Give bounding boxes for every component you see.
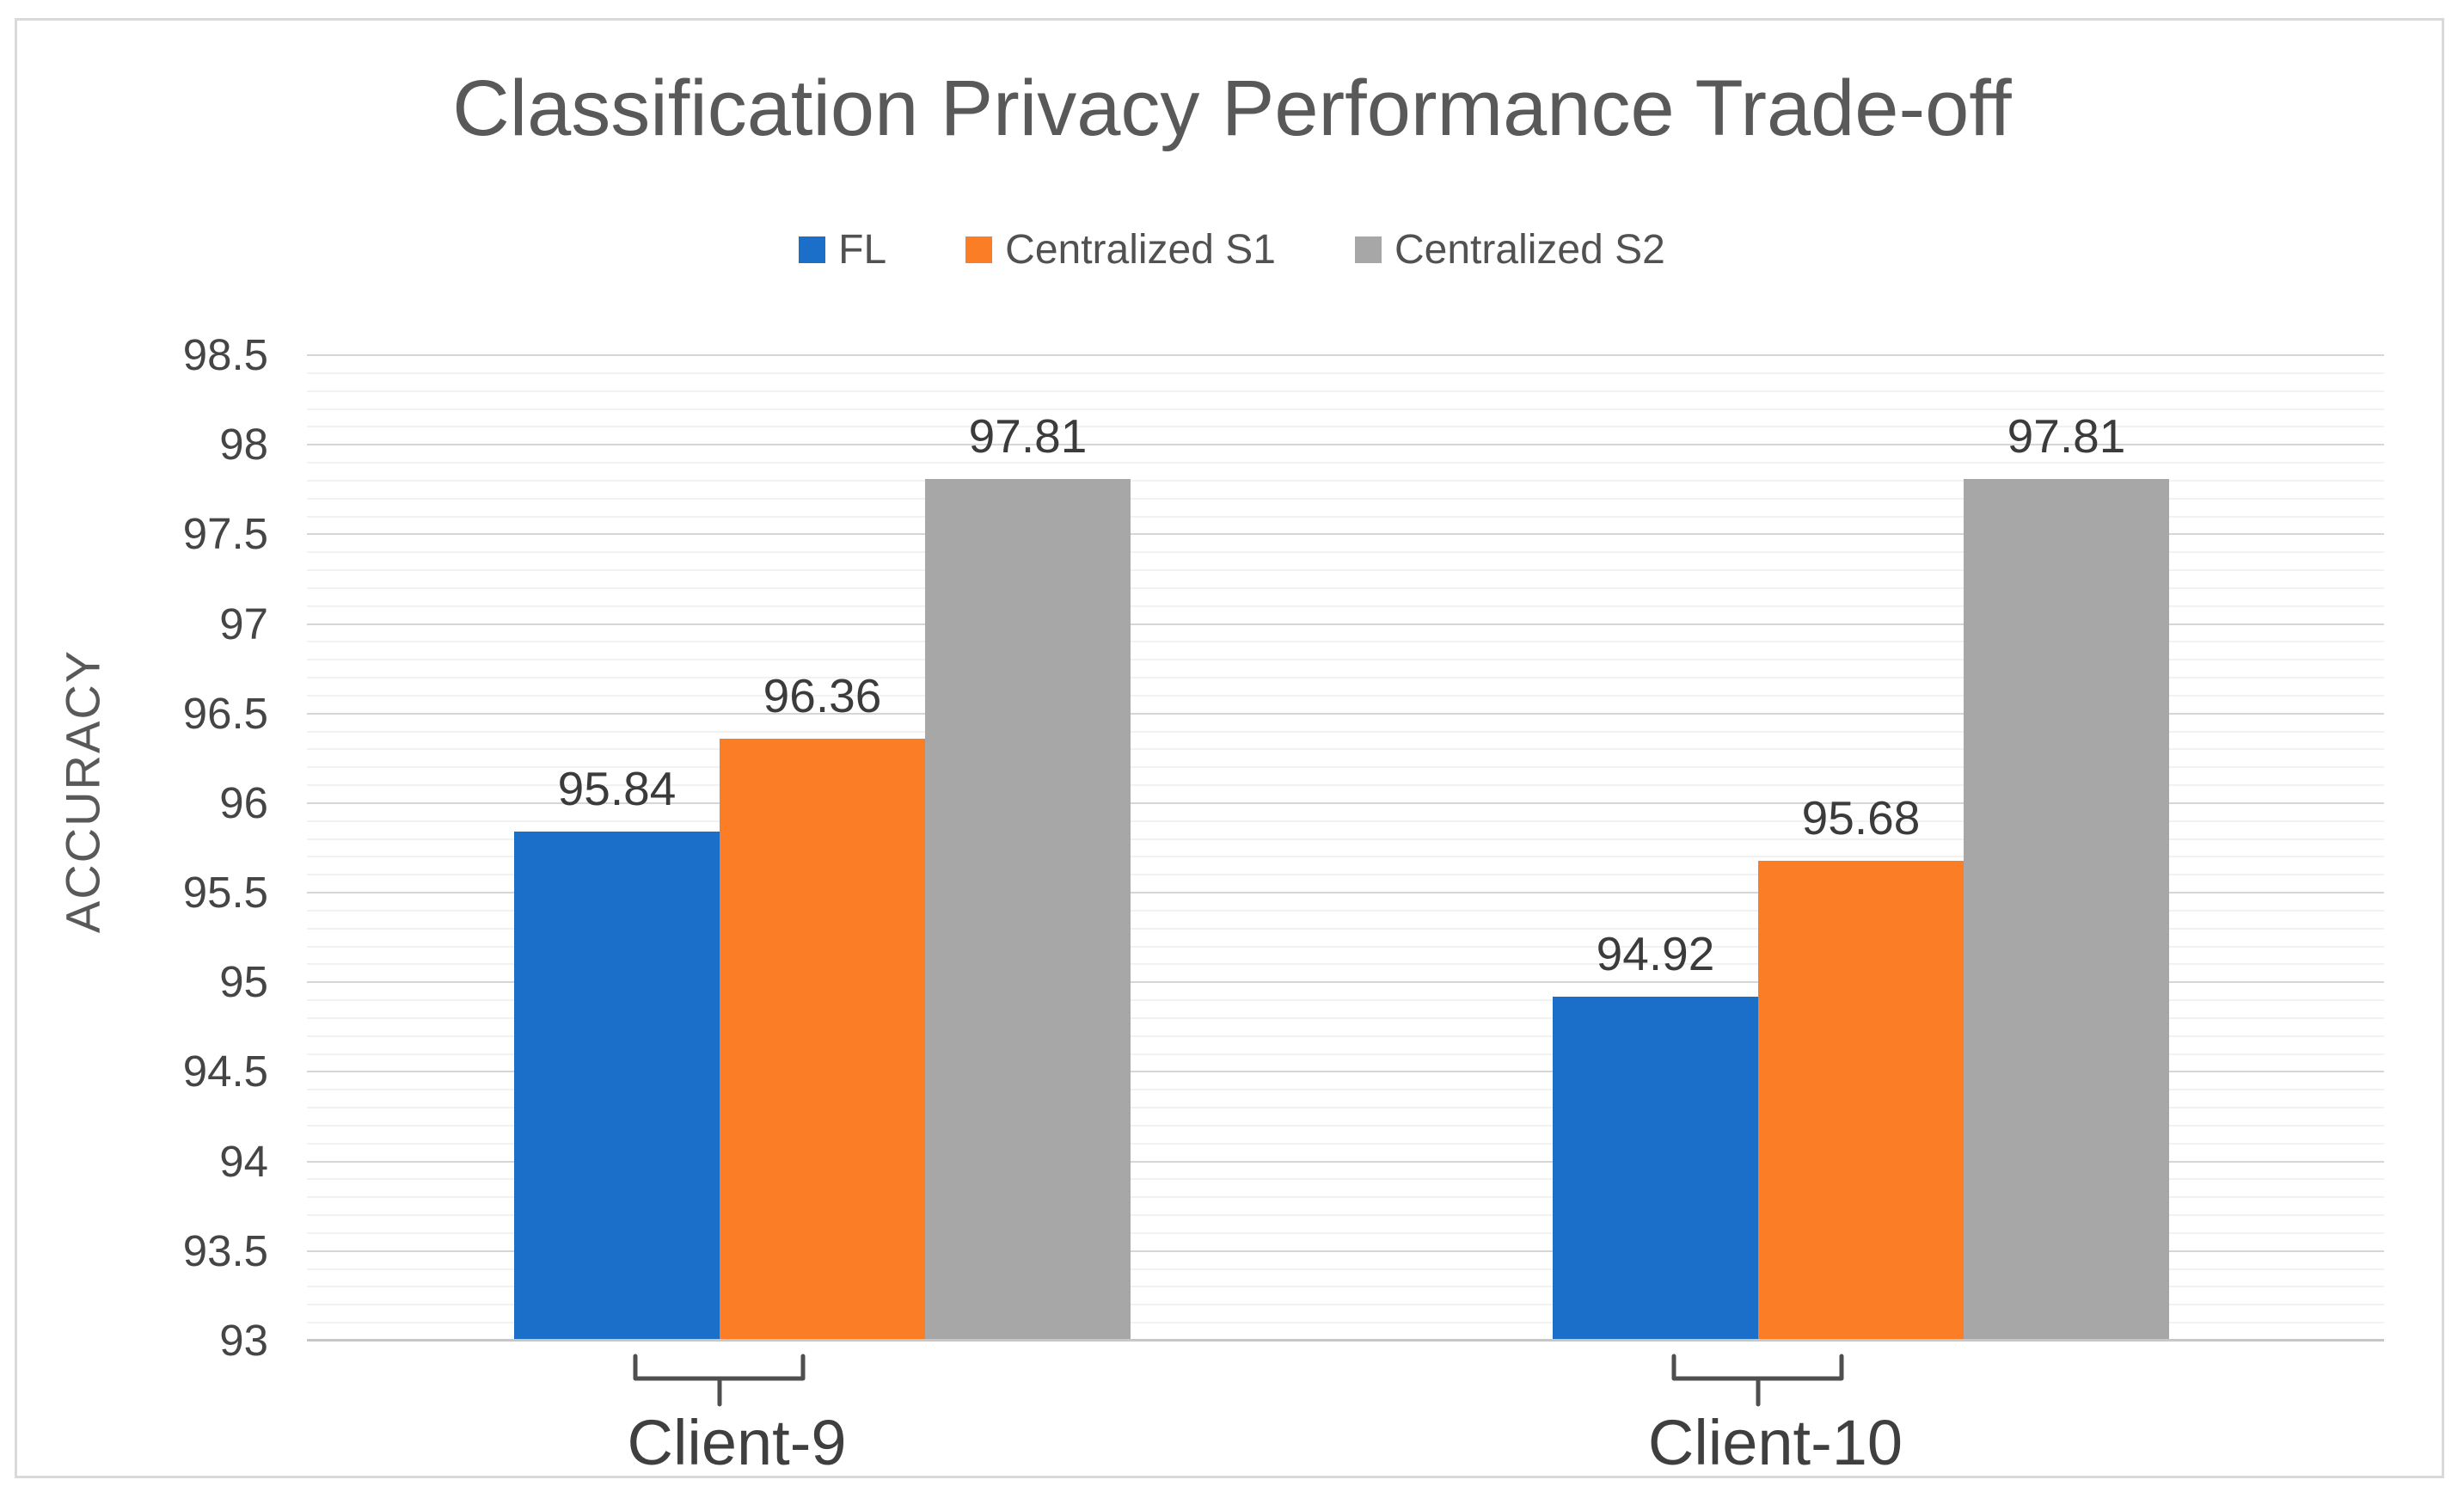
gridline-minor xyxy=(307,784,2384,787)
gridline-minor xyxy=(307,927,2384,930)
gridline-minor xyxy=(307,838,2384,840)
legend-label: FL xyxy=(838,226,887,273)
gridline-minor xyxy=(307,694,2384,697)
category-label-client-10: Client-10 xyxy=(1647,1407,1903,1478)
gridline-minor xyxy=(307,1322,2384,1324)
legend-label: Centralized S2 xyxy=(1394,226,1665,273)
gridline-minor xyxy=(307,1053,2384,1055)
value-label-centralized-s2-client-9: 97.81 xyxy=(968,408,1088,463)
gridline-minor xyxy=(307,659,2384,661)
y-tick-label: 96 xyxy=(219,777,268,827)
gridline-minor xyxy=(307,963,2384,966)
bar-centralized-s1-client-9 xyxy=(720,738,925,1339)
legend-item-fl: FL xyxy=(799,226,886,273)
y-tick-label: 96.5 xyxy=(182,688,268,738)
gridline-minor xyxy=(307,999,2384,1002)
gridline-minor xyxy=(307,1035,2384,1037)
gridline-minor xyxy=(307,856,2384,858)
gridline-minor xyxy=(307,1107,2384,1109)
category-brace-client-10 xyxy=(1671,1354,1844,1407)
y-tick-label: 93.5 xyxy=(182,1225,268,1275)
gridline-major xyxy=(307,1250,2384,1252)
bar-centralized-s1-client-10 xyxy=(1758,860,1964,1339)
gridline-minor xyxy=(307,1089,2384,1091)
gridline-minor xyxy=(307,551,2384,554)
gridline-major xyxy=(307,1160,2384,1163)
plot-area xyxy=(307,354,2384,1342)
x-axis-line xyxy=(307,1339,2384,1342)
gridline-minor xyxy=(307,874,2384,876)
legend-swatch-centralized-s2 xyxy=(1355,236,1382,263)
y-tick-label: 97.5 xyxy=(182,509,268,559)
gridline-minor xyxy=(307,820,2384,822)
gridline-major xyxy=(307,712,2384,715)
legend-swatch-centralized-s1 xyxy=(965,236,993,263)
legend: FL Centralized S1 Centralized S2 xyxy=(0,222,2464,277)
legend-label: Centralized S1 xyxy=(1005,226,1276,273)
category-label-client-9: Client-9 xyxy=(627,1407,847,1478)
gridline-minor xyxy=(307,1214,2384,1217)
gridline-minor xyxy=(307,766,2384,769)
y-tick-label: 95 xyxy=(219,957,268,1007)
gridline-minor xyxy=(307,1178,2384,1181)
gridline-minor xyxy=(307,408,2384,410)
gridline-minor xyxy=(307,1124,2384,1127)
category-brace-client-9 xyxy=(633,1354,806,1407)
legend-item-centralized-s2: Centralized S2 xyxy=(1355,226,1665,273)
bar-centralized-s2-client-9 xyxy=(925,478,1131,1339)
gridline-major xyxy=(307,533,2384,536)
y-tick-label: 98 xyxy=(219,420,268,470)
gridline-minor xyxy=(307,462,2384,464)
gridline-minor xyxy=(307,586,2384,589)
gridline-minor xyxy=(307,569,2384,572)
chart-title: Classification Privacy Performance Trade… xyxy=(452,64,2012,152)
gridline-major xyxy=(307,623,2384,625)
gridline-major xyxy=(307,801,2384,804)
gridline-major xyxy=(307,1071,2384,1073)
gridline-major xyxy=(307,981,2384,984)
y-tick-label: 97 xyxy=(219,599,268,648)
gridline-minor xyxy=(307,426,2384,428)
gridline-minor xyxy=(307,1268,2384,1270)
bar-fl-client-9 xyxy=(514,832,720,1339)
gridline-minor xyxy=(307,1142,2384,1145)
gridline-minor xyxy=(307,1304,2384,1306)
gridline-minor xyxy=(307,730,2384,733)
bar-fl-client-10 xyxy=(1553,996,1758,1339)
value-label-centralized-s2-client-10: 97.81 xyxy=(2007,408,2126,463)
gridline-minor xyxy=(307,390,2384,392)
bar-centralized-s2-client-10 xyxy=(1964,478,2169,1339)
gridline-minor xyxy=(307,605,2384,607)
gridline-minor xyxy=(307,1016,2384,1019)
legend-swatch-fl xyxy=(799,236,826,263)
gridline-minor xyxy=(307,945,2384,948)
y-tick-label: 94.5 xyxy=(182,1047,268,1096)
gridline-minor xyxy=(307,372,2384,374)
gridline-minor xyxy=(307,748,2384,751)
gridline-minor xyxy=(307,479,2384,482)
value-label-centralized-s1-client-9: 96.36 xyxy=(763,668,882,722)
y-tick-label: 93 xyxy=(219,1316,268,1365)
legend-item-centralized-s1: Centralized S1 xyxy=(965,226,1276,273)
gridline-minor xyxy=(307,1231,2384,1234)
gridline-minor xyxy=(307,1286,2384,1288)
gridline-minor xyxy=(307,497,2384,500)
value-label-fl-client-10: 94.92 xyxy=(1596,926,1715,980)
gridline-minor xyxy=(307,641,2384,643)
gridline-major xyxy=(307,354,2384,357)
value-label-centralized-s1-client-10: 95.68 xyxy=(1801,790,1921,844)
y-tick-label: 98.5 xyxy=(182,330,268,379)
gridline-major xyxy=(307,892,2384,894)
y-tick-label: 94 xyxy=(219,1136,268,1186)
gridline-minor xyxy=(307,909,2384,912)
gridline-minor xyxy=(307,677,2384,679)
y-tick-label: 95.5 xyxy=(182,868,268,918)
gridline-minor xyxy=(307,515,2384,518)
value-label-fl-client-9: 95.84 xyxy=(557,762,677,816)
gridline-minor xyxy=(307,1196,2384,1199)
gridline-major xyxy=(307,444,2384,446)
